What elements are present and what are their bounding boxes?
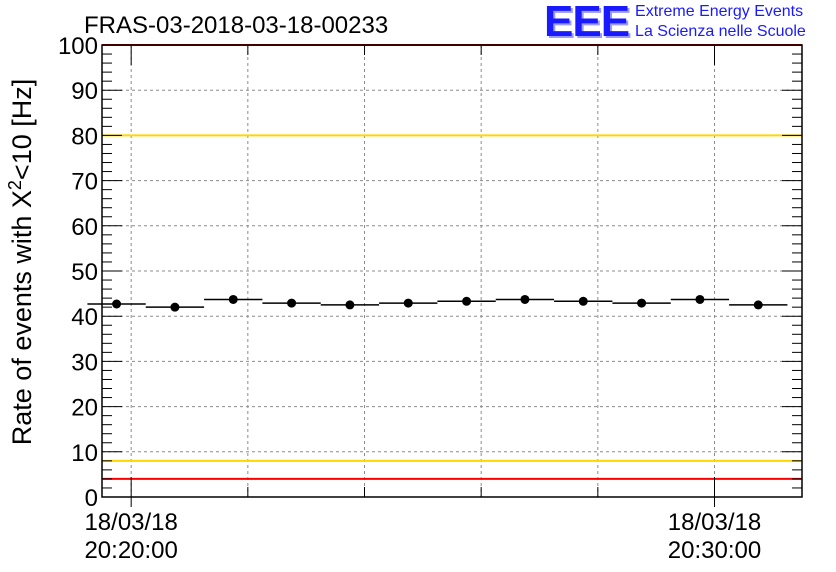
y-tick-label: 10 — [71, 440, 98, 467]
y-tick-label: 70 — [71, 169, 98, 196]
data-series — [87, 294, 788, 312]
y-tick-labels: 0 10 20 30 40 50 60 70 80 90 100 — [58, 33, 98, 512]
y-tick-label: 40 — [71, 304, 98, 331]
axis-ticks — [102, 44, 802, 507]
eee-logo-mark: EEE — [544, 0, 630, 46]
y-tick-label: 30 — [71, 349, 98, 376]
x-tick-label-time: 20:20:00 — [84, 537, 177, 564]
data-point — [112, 299, 122, 309]
y-tick-label: 100 — [58, 33, 98, 60]
eee-logo-line1: Extreme Energy Events — [635, 3, 804, 20]
y-tick-label: 90 — [71, 78, 98, 105]
y-tick-label: 60 — [71, 214, 98, 241]
data-point — [637, 298, 647, 308]
y-tick-label: 20 — [71, 395, 98, 422]
y-tick-label: 80 — [71, 123, 98, 150]
data-point — [520, 294, 530, 304]
y-axis-label-tail: <10 [Hz] — [7, 79, 37, 180]
y-tick-label: 0 — [85, 485, 98, 512]
x-tick-label-date: 18/03/18 — [668, 509, 761, 536]
data-point — [753, 300, 763, 310]
data-point — [345, 300, 355, 310]
data-point — [578, 296, 588, 306]
y-axis-label: Rate of events with X2<10 [Hz] — [5, 79, 37, 445]
x-tick-label-time: 20:30:00 — [668, 537, 761, 564]
y-axis-label-sup: 2 — [5, 180, 25, 190]
y-tick-label: 50 — [71, 259, 98, 286]
eee-logo-text: Extreme Energy Events La Scienza nelle S… — [635, 2, 806, 42]
data-point — [695, 294, 705, 304]
data-point — [170, 302, 180, 312]
grid-lines — [102, 45, 802, 497]
eee-logo-line2: La Scienza nelle Scuole — [635, 23, 806, 40]
chart-title: FRAS-03-2018-03-18-00233 — [84, 12, 388, 39]
data-point — [403, 298, 413, 308]
data-point — [287, 298, 297, 308]
data-point — [462, 296, 472, 306]
x-tick-label-date: 18/03/18 — [84, 509, 177, 536]
eee-logo: EEE Extreme Energy Events La Scienza nel… — [544, 0, 806, 46]
data-point — [228, 294, 238, 304]
y-axis-label-main: Rate of events with X — [7, 190, 37, 445]
